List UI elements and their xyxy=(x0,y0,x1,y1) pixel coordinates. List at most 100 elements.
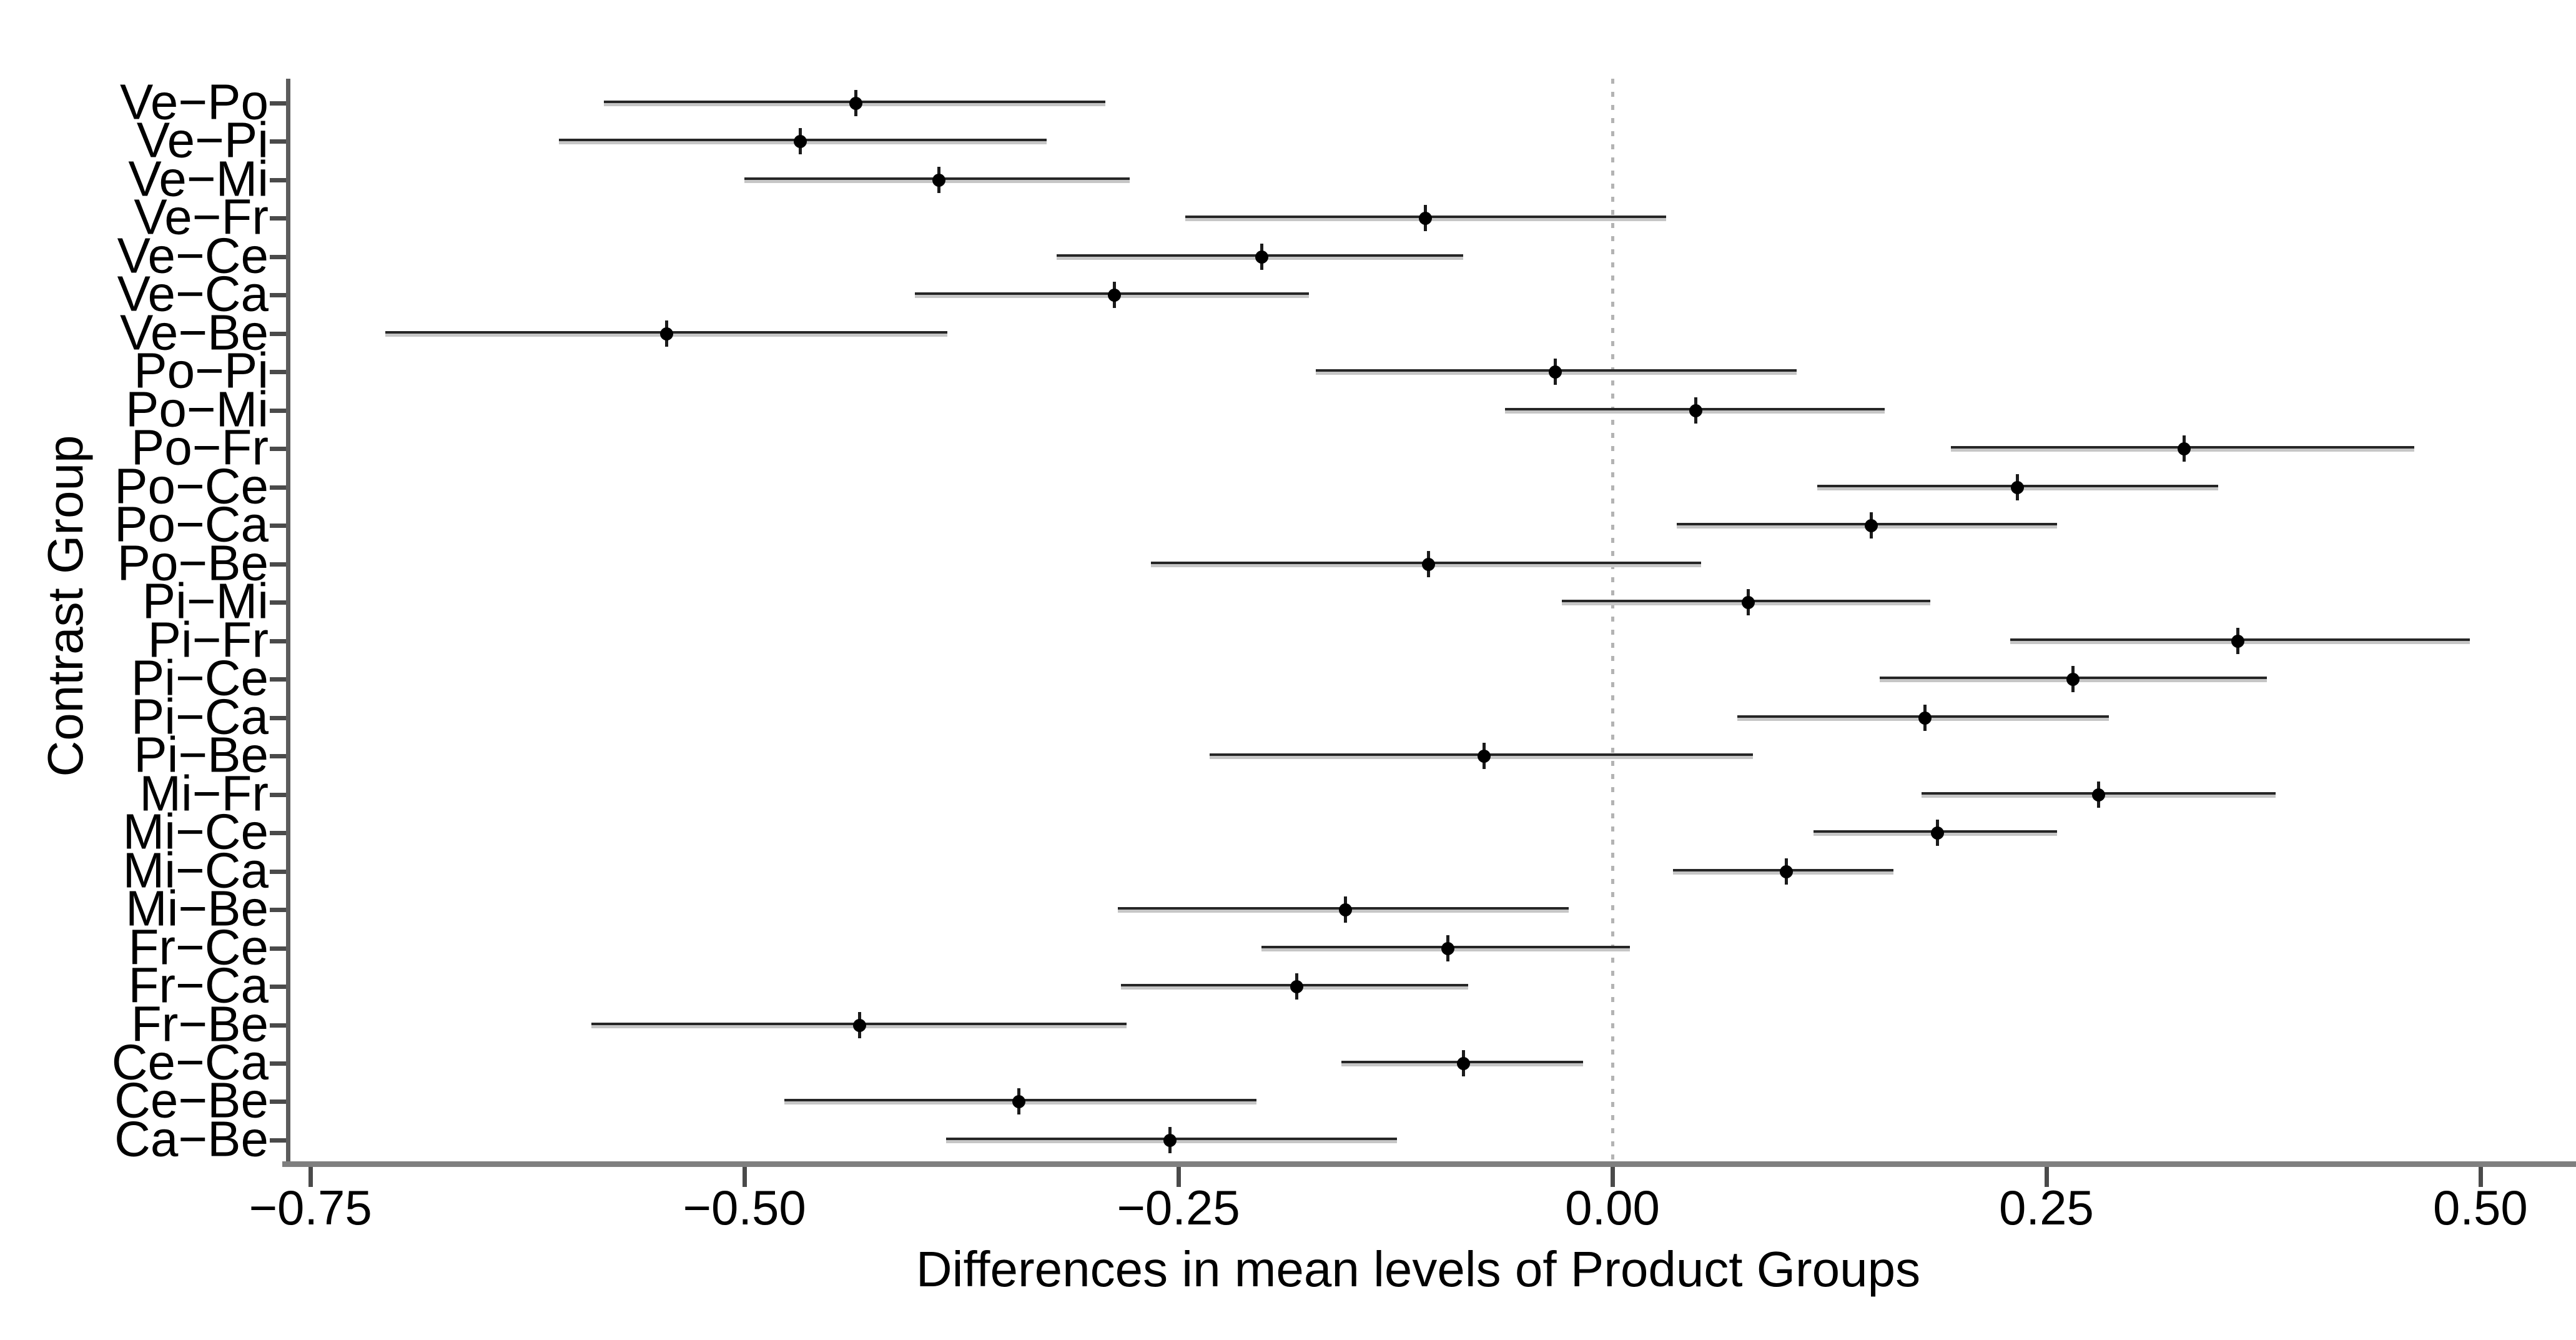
x-axis-line xyxy=(282,1161,2576,1167)
x-axis-tick xyxy=(743,1167,748,1187)
estimate-point xyxy=(1163,1133,1177,1147)
estimate-point xyxy=(1865,519,1878,533)
x-axis-tick-label: 0.25 xyxy=(1999,1180,2094,1235)
estimate-point xyxy=(1918,711,1932,725)
y-axis-tick xyxy=(270,1061,286,1066)
estimate-point xyxy=(2231,634,2244,648)
y-axis-tick-label: Pi−Mi xyxy=(142,573,269,629)
y-axis-tick-label: Po−Be xyxy=(117,535,269,591)
estimate-point xyxy=(1290,980,1304,994)
x-axis-tick-label: −0.75 xyxy=(249,1180,372,1235)
y-axis-tick-label: Po−Ce xyxy=(114,458,269,514)
estimate-point xyxy=(932,173,946,187)
y-axis-tick xyxy=(270,254,286,259)
estimate-point xyxy=(1338,903,1352,917)
y-axis-tick-label: Fr−Be xyxy=(131,995,269,1051)
x-axis-tick-label: −0.25 xyxy=(1117,1180,1240,1235)
y-axis-tick xyxy=(270,985,286,990)
y-axis-tick xyxy=(270,485,286,490)
x-axis-title: Differences in mean levels of Product Gr… xyxy=(915,1241,1921,1297)
y-axis-tick-label: Fr−Ce xyxy=(128,918,269,975)
y-axis-tick-label: Ce−Be xyxy=(114,1072,269,1128)
y-axis-tick xyxy=(270,562,286,567)
y-axis-tick-label: Mi−Ca xyxy=(122,841,269,898)
x-axis-tick xyxy=(308,1167,313,1187)
y-axis-tick xyxy=(270,946,286,951)
y-axis-tick xyxy=(270,1138,286,1143)
y-axis-tick xyxy=(270,1099,286,1104)
estimate-point xyxy=(2092,788,2106,802)
y-axis-tick-label: Po−Fr xyxy=(131,419,269,475)
estimate-point xyxy=(1255,250,1269,264)
y-axis-tick-label: Pi−Be xyxy=(134,727,269,783)
estimate-point xyxy=(1418,212,1432,226)
estimate-point xyxy=(1779,865,1793,878)
y-axis-tick-label: Ve−Pi xyxy=(136,112,269,168)
estimate-point xyxy=(1012,1095,1026,1109)
y-axis-tick xyxy=(270,677,286,682)
y-axis-tick xyxy=(270,101,286,106)
y-axis-tick-label: Pi−Ce xyxy=(131,650,269,706)
estimate-point xyxy=(1478,750,1491,763)
y-axis-tick-label: Ve−Be xyxy=(119,304,269,360)
y-axis-title: Contrast Group xyxy=(37,435,93,777)
y-axis-tick xyxy=(270,177,286,182)
y-axis-tick xyxy=(270,524,286,529)
y-axis-tick xyxy=(270,831,286,836)
y-axis-tick-label: Ve−Fr xyxy=(134,189,269,245)
estimate-point xyxy=(794,135,807,149)
y-axis-tick-label: Fr−Ca xyxy=(128,957,269,1013)
y-axis-tick-label: Po−Pi xyxy=(134,342,269,399)
estimate-point xyxy=(852,1018,866,1032)
y-axis-tick xyxy=(270,370,286,375)
y-axis-tick xyxy=(270,331,286,336)
y-axis-tick-label: Ve−Ca xyxy=(117,266,269,322)
y-axis-tick xyxy=(270,715,286,720)
x-axis-tick xyxy=(2478,1167,2483,1187)
estimate-point xyxy=(660,327,673,340)
y-axis-tick-label: Mi−Be xyxy=(126,880,269,936)
y-axis-tick-label: Ca−Be xyxy=(114,1111,269,1167)
y-axis-tick xyxy=(270,869,286,874)
estimate-point xyxy=(1422,557,1436,571)
estimate-point xyxy=(849,97,862,110)
y-axis-tick-label: Po−Mi xyxy=(126,381,269,437)
y-axis-tick xyxy=(270,908,286,913)
x-axis-tick xyxy=(1177,1167,1182,1187)
y-axis-tick-label: Pi−Ca xyxy=(131,688,269,745)
x-axis-tick-label: −0.50 xyxy=(683,1180,806,1235)
y-axis-tick-label: Po−Ca xyxy=(114,496,269,552)
y-axis-tick xyxy=(270,139,286,144)
x-axis-tick xyxy=(2044,1167,2049,1187)
y-axis-tick-label: Mi−Fr xyxy=(139,765,269,821)
zero-reference-line xyxy=(1611,79,1614,1161)
x-axis-tick xyxy=(1611,1167,1615,1187)
y-axis-tick xyxy=(270,638,286,643)
y-axis-tick xyxy=(270,754,286,759)
estimate-point xyxy=(1689,404,1703,417)
plot-panel xyxy=(286,79,2576,1161)
estimate-point xyxy=(1549,365,1562,379)
estimate-point xyxy=(1108,289,1122,302)
y-axis-tick-label: Mi−Ce xyxy=(122,803,269,860)
estimate-point xyxy=(1441,941,1454,955)
y-axis-tick-label: Ve−Mi xyxy=(128,151,269,207)
estimate-point xyxy=(2066,673,2080,687)
estimate-point xyxy=(1741,596,1755,610)
y-axis-tick-label: Pi−Fr xyxy=(147,612,269,668)
y-axis-tick xyxy=(270,600,286,605)
x-axis-tick-label: 0.00 xyxy=(1565,1180,1660,1235)
y-axis-tick-label: Ce−Ca xyxy=(111,1034,269,1090)
y-axis-tick-label: Ve−Ce xyxy=(117,227,269,284)
y-axis-tick xyxy=(270,1023,286,1028)
y-axis-line xyxy=(286,79,290,1161)
estimate-point xyxy=(2010,480,2024,494)
y-axis-tick xyxy=(270,792,286,797)
y-axis-tick xyxy=(270,216,286,221)
estimate-point xyxy=(1456,1057,1470,1070)
y-axis-tick xyxy=(270,408,286,413)
estimate-point xyxy=(1930,826,1944,840)
estimate-point xyxy=(2177,442,2191,456)
y-axis-tick xyxy=(270,447,286,452)
